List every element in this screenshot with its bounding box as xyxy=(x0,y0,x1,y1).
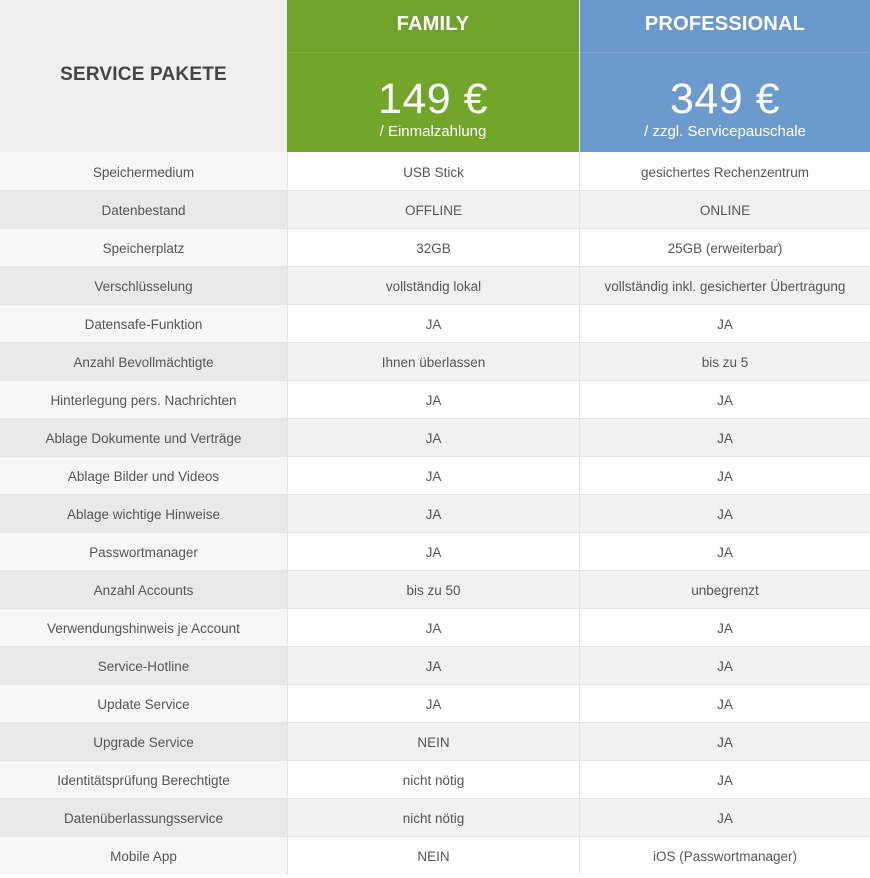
professional-value: JA xyxy=(579,609,870,646)
family-value: USB Stick xyxy=(287,152,579,190)
plan-family-price-box: 149 € / Einmalzahlung xyxy=(287,53,579,152)
feature-label: Ablage Bilder und Videos xyxy=(67,469,220,484)
professional-value: JA xyxy=(579,457,870,494)
pricing-header: SERVICE PAKETE FAMILY 149 € / Einmalzahl… xyxy=(0,0,870,152)
family-value: NEIN xyxy=(287,723,579,760)
header-label-cell: SERVICE PAKETE xyxy=(0,0,287,152)
plan-family-price-note: / Einmalzahlung xyxy=(379,123,487,140)
table-row: Datenbestand OFFLINE ONLINE xyxy=(0,190,870,228)
family-value: JA xyxy=(287,381,579,418)
family-value: 32GB xyxy=(287,229,579,266)
table-row: Service-Hotline JA JA xyxy=(0,646,870,684)
feature-label: Anzahl Bevollmächtigte xyxy=(73,355,214,370)
feature-label: Verwendungshinweis je Account xyxy=(47,621,240,636)
professional-value: JA xyxy=(579,305,870,342)
family-value: nicht nötig xyxy=(287,761,579,798)
family-value: bis zu 50 xyxy=(287,571,579,608)
plan-family-price: 149 € xyxy=(377,75,489,123)
header-label: SERVICE PAKETE xyxy=(60,64,227,85)
professional-value: iOS (Passwortmanager) xyxy=(579,837,870,874)
family-value: JA xyxy=(287,533,579,570)
feature-rows: Speichermedium USB Stick gesichertes Reche… xyxy=(0,152,870,874)
feature-label: Service-Hotline xyxy=(97,659,190,674)
feature-label: Verschlüsselung xyxy=(94,279,193,294)
table-row: Ablage wichtige Hinweise JA JA xyxy=(0,494,870,532)
table-row: Speicherplatz 32GB 25GB (erweiterbar) xyxy=(0,228,870,266)
table-row: Speichermedium USB Stick gesichertes Reche… xyxy=(0,152,870,190)
family-value: nicht nötig xyxy=(287,799,579,836)
family-value: vollständig lokal xyxy=(287,267,579,304)
plan-professional: PROFESSIONAL 349 € / zzgl. Servicepausch… xyxy=(579,0,870,152)
table-row: Identitätsprüfung Berechtigte nicht nötig… xyxy=(0,760,870,798)
table-row: Ablage Dokumente und Verträge JA JA xyxy=(0,418,870,456)
table-row: Mobile App NEIN iOS (Passwortmanager) xyxy=(0,836,870,874)
professional-value: vollständig inkl. gesicherter Übertragun… xyxy=(579,267,870,304)
feature-label: Passwortmanager xyxy=(89,545,198,560)
table-row: Anzahl Accounts bis zu 50 unbegrenzt xyxy=(0,570,870,608)
professional-value: JA xyxy=(579,685,870,722)
plan-professional-name: PROFESSIONAL xyxy=(580,0,870,53)
family-value: Ihnen überlassen xyxy=(287,343,579,380)
family-value: NEIN xyxy=(287,837,579,874)
professional-value: JA xyxy=(579,495,870,532)
professional-value: JA xyxy=(579,723,870,760)
family-value: JA xyxy=(287,609,579,646)
plan-family: FAMILY 149 € / Einmalzahlung xyxy=(287,0,579,152)
professional-value: JA xyxy=(579,419,870,456)
professional-value: unbegrenzt xyxy=(579,571,870,608)
table-row: Hinterlegung pers. Nachrichten JA JA xyxy=(0,380,870,418)
table-row: Anzahl Bevollmächtigte Ihnen überlassen bi… xyxy=(0,342,870,380)
family-value: OFFLINE xyxy=(287,191,579,228)
feature-label: Update Service xyxy=(97,697,190,712)
professional-value: gesichertes Rechenzentrum xyxy=(579,152,870,190)
family-value: JA xyxy=(287,457,579,494)
feature-label: Mobile App xyxy=(110,849,177,864)
feature-label: Anzahl Accounts xyxy=(93,583,194,598)
feature-label: Speicherplatz xyxy=(102,241,185,256)
feature-label: Hinterlegung pers. Nachrichten xyxy=(50,393,237,408)
professional-value: ONLINE xyxy=(579,191,870,228)
plan-family-name: FAMILY xyxy=(287,0,579,53)
feature-label: Datenüberlassungsservice xyxy=(63,811,224,826)
feature-label: Ablage wichtige Hinweise xyxy=(66,507,221,522)
feature-label: Datensafe-Funktion xyxy=(84,317,203,332)
feature-label: Datenbestand xyxy=(101,203,186,218)
feature-label: Identitätsprüfung Berechtigte xyxy=(57,773,230,788)
family-value: JA xyxy=(287,495,579,532)
professional-value: 25GB (erweiterbar) xyxy=(579,229,870,266)
table-row: Ablage Bilder und Videos JA JA xyxy=(0,456,870,494)
family-value: JA xyxy=(287,685,579,722)
plan-professional-price: 349 € xyxy=(669,75,781,123)
table-row: Verschlüsselung vollständig lokal vollstän… xyxy=(0,266,870,304)
table-row: Update Service JA JA xyxy=(0,684,870,722)
feature-label: Speichermedium xyxy=(92,164,195,180)
table-row: Verwendungshinweis je Account JA JA xyxy=(0,608,870,646)
professional-value: JA xyxy=(579,761,870,798)
professional-value: JA xyxy=(579,799,870,836)
feature-label: Ablage Dokumente und Verträge xyxy=(45,431,242,446)
feature-label: Upgrade Service xyxy=(93,735,194,750)
professional-value: JA xyxy=(579,647,870,684)
plan-professional-price-box: 349 € / zzgl. Servicepauschale xyxy=(580,53,870,152)
professional-value: JA xyxy=(579,381,870,418)
professional-value: bis zu 5 xyxy=(579,343,870,380)
family-value: JA xyxy=(287,647,579,684)
table-row: Upgrade Service NEIN JA xyxy=(0,722,870,760)
table-row: Datensafe-Funktion JA JA xyxy=(0,304,870,342)
family-value: JA xyxy=(287,419,579,456)
family-value: JA xyxy=(287,305,579,342)
professional-value: JA xyxy=(579,533,870,570)
table-row: Passwortmanager JA JA xyxy=(0,532,870,570)
plan-professional-price-note: / zzgl. Servicepauschale xyxy=(644,123,806,140)
table-row: Datenüberlassungsservice nicht nötig JA xyxy=(0,798,870,836)
